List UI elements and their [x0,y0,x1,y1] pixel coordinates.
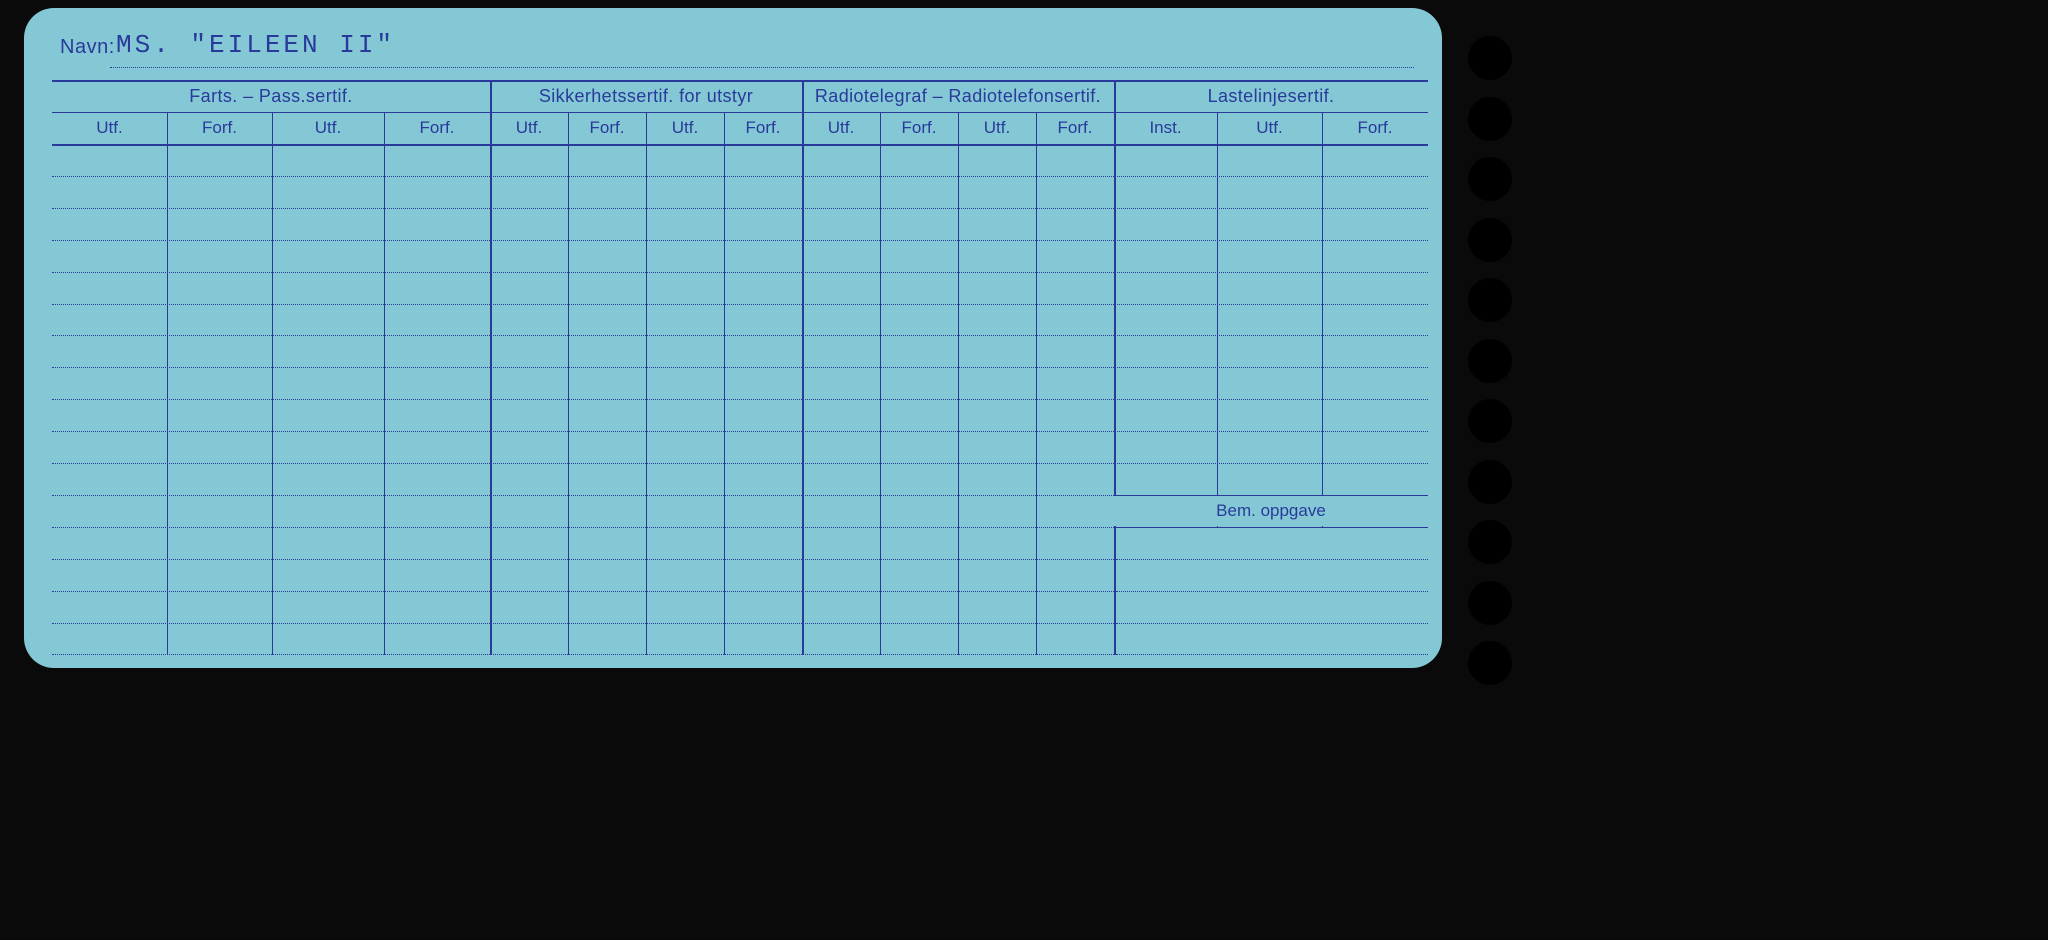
vline [272,112,273,655]
section-header: Radiotelegraf – Radiotelefonsertif. [802,80,1114,112]
vline [646,112,647,655]
punch-hole [1468,218,1512,262]
vline [724,112,725,655]
column-header: Forf. [724,112,802,144]
navn-value: MS. "EILEEN II" [116,30,395,60]
column-header: Forf. [167,112,272,144]
column-header: Utf. [958,112,1036,144]
vline [1036,112,1037,655]
punch-hole [1468,581,1512,625]
column-header: Utf. [802,112,880,144]
index-card: Navn: MS. "EILEEN II" Farts. – Pass.sert… [24,8,1442,668]
hline [52,335,1428,336]
vline [490,80,492,655]
navn-underline [110,67,1414,68]
column-header: Forf. [568,112,646,144]
punch-hole [1468,399,1512,443]
navn-row: Navn: MS. "EILEEN II" [60,26,1414,76]
hline [52,272,1428,273]
navn-label: Navn: [60,36,115,59]
hline [1116,559,1428,560]
hline [1116,654,1428,655]
vline [568,112,569,655]
hline [1116,591,1428,592]
hline [52,463,1428,464]
section-header: Sikkerhetssertif. for utstyr [490,80,802,112]
punch-hole [1468,460,1512,504]
column-header: Forf. [1036,112,1114,144]
hline [52,240,1428,241]
punch-hole [1468,97,1512,141]
punch-hole [1468,278,1512,322]
vline [880,112,881,655]
column-header: Inst. [1114,112,1217,144]
hline [52,367,1428,368]
column-header: Utf. [1217,112,1322,144]
column-header: Utf. [646,112,724,144]
vline [802,80,804,655]
punch-hole [1468,520,1512,564]
column-header: Forf. [1322,112,1428,144]
hline [1116,623,1428,624]
vline [384,112,385,655]
column-header: Forf. [384,112,490,144]
vline [958,112,959,655]
column-header: Forf. [880,112,958,144]
vline [167,112,168,655]
section-header: Farts. – Pass.sertif. [52,80,490,112]
hline [52,208,1428,209]
hline [52,431,1428,432]
punch-hole [1468,157,1512,201]
punch-hole [1468,339,1512,383]
punch-hole [1468,641,1512,685]
hline [52,304,1428,305]
hline [52,399,1428,400]
hline [52,176,1428,177]
column-header: Utf. [490,112,568,144]
column-header: Utf. [272,112,384,144]
punch-hole [1468,36,1512,80]
bem-oppgave-label: Bem. oppgave [1114,495,1428,527]
section-header: Lastelinjesertif. [1114,80,1428,112]
column-header: Utf. [52,112,167,144]
certificate-table: Farts. – Pass.sertif.Sikkerhetssertif. f… [52,80,1428,655]
hline [52,144,1428,146]
